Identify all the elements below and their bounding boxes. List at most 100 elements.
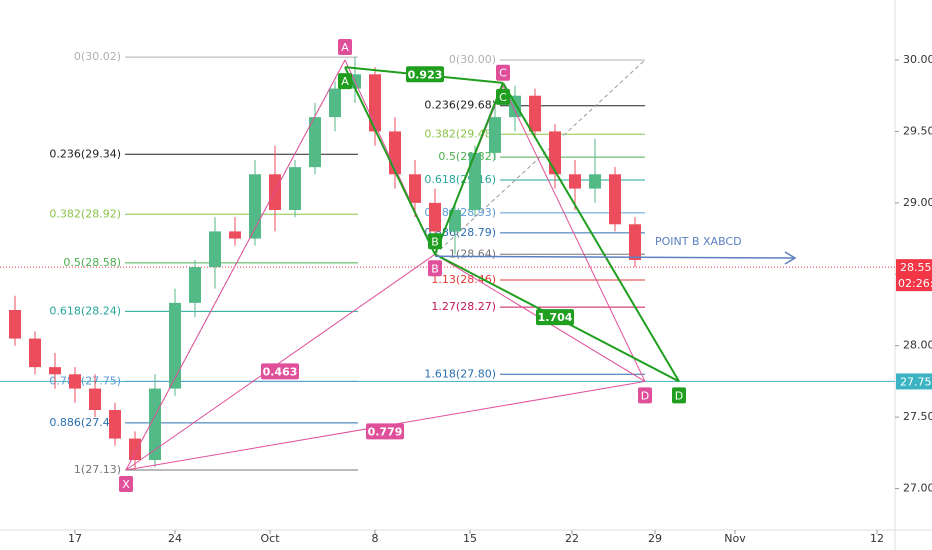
point-label: A [341, 75, 349, 88]
point-box [428, 260, 442, 277]
candle-body [629, 224, 641, 260]
fib-label: 1.618(27.80) [424, 367, 496, 380]
candle-body [9, 310, 21, 339]
candle-body [449, 210, 461, 232]
candle-body [189, 267, 201, 303]
y-tick-label: 30.00 [903, 53, 932, 66]
price-tag [896, 259, 932, 292]
point-box [119, 476, 133, 492]
x-tick-label: Nov [724, 532, 746, 545]
fib-label: 0.5(29.32) [438, 150, 496, 163]
y-tick-label: 28.00 [903, 339, 932, 352]
annotation-text: POINT B XABCD [655, 235, 742, 248]
fib-label: 0.382(28.92) [49, 207, 121, 220]
candle-body [209, 231, 221, 268]
candle-body [169, 302, 181, 389]
fib-label: 0(30.00) [449, 53, 496, 66]
ratio-label: 0.923 [408, 68, 443, 81]
candle-body [589, 174, 601, 189]
point-box [638, 387, 652, 404]
candle-body [89, 388, 101, 410]
candle-body [129, 438, 141, 460]
y-tick-label: 27.00 [903, 482, 932, 495]
x-tick-label: 29 [648, 532, 662, 545]
fib-label: 0.618(29.16) [424, 173, 496, 186]
point-label: B [431, 235, 439, 248]
candle-body [609, 174, 621, 225]
fib-label: 1(27.13) [74, 463, 121, 476]
fib-label: 1(28.64) [449, 247, 496, 260]
candle-body [509, 95, 521, 118]
x-tick-label: 24 [168, 532, 182, 545]
candle-body [109, 410, 121, 439]
candle-body [529, 95, 541, 132]
pattern-leg [125, 253, 436, 471]
candle-body [289, 167, 301, 210]
fib-label: 1.13(28.46) [431, 273, 496, 286]
candle-body [409, 174, 421, 203]
pattern-leg [502, 82, 680, 382]
annotation-arrow [434, 255, 796, 259]
candle-body [329, 88, 341, 118]
fib-label: 0.886(27.46) [49, 416, 121, 429]
candle-body [429, 202, 441, 232]
candle-body [569, 174, 581, 189]
candle-body [549, 131, 561, 175]
x-tick-label: 12 [870, 532, 884, 545]
y-tick-label: 27.50 [903, 410, 932, 423]
fib-trend [434, 59, 646, 255]
price-tag-label: 28.55 [900, 261, 932, 274]
x-tick-label: 8 [372, 532, 379, 545]
point-label: D [675, 389, 683, 402]
ratio-box [406, 66, 444, 83]
candle-body [29, 338, 41, 368]
point-label: C [499, 67, 507, 80]
candle-body [69, 374, 81, 389]
x-tick-label: 22 [565, 532, 579, 545]
pattern-leg [344, 66, 436, 255]
ratio-box [366, 423, 404, 440]
fib-label: 1.27(28.27) [431, 300, 496, 313]
price-tag-label: 27.75 [900, 375, 932, 388]
candle-body [269, 174, 281, 210]
ratio-box [261, 363, 299, 380]
x-tick-label: 15 [463, 532, 477, 545]
fib-label: 0.236(29.34) [49, 147, 121, 160]
ratio-label: 0.463 [263, 365, 298, 378]
point-box [338, 73, 352, 90]
countdown: 02:26:00 [898, 277, 932, 290]
pattern-leg [125, 59, 346, 471]
point-box [338, 39, 352, 55]
fib-label: 0.618(28.24) [49, 304, 121, 317]
fib-label: 0.382(29.48) [424, 127, 496, 140]
candle-body [229, 231, 241, 239]
price-tag [896, 373, 932, 390]
ratio-label: 0.779 [368, 425, 403, 438]
point-box [672, 387, 686, 404]
point-label: X [122, 478, 130, 491]
ratio-label: 1.704 [538, 311, 573, 324]
ratio-box [536, 309, 574, 326]
candle-body [489, 117, 501, 153]
point-label: C [499, 91, 507, 104]
point-box [496, 64, 510, 81]
point-label: B [431, 262, 439, 275]
pattern-leg [434, 82, 504, 255]
candle-body [49, 367, 61, 375]
fib-label: 0.786(27.75) [49, 374, 121, 387]
y-tick-label: 29.50 [903, 124, 932, 137]
x-tick-label: Oct [260, 532, 280, 545]
point-label: D [641, 389, 649, 402]
fib-label: 0(30.02) [74, 50, 121, 63]
y-tick-label: 29.00 [903, 196, 932, 209]
x-tick-label: 17 [68, 532, 82, 545]
point-box [496, 88, 510, 105]
candle-body [149, 388, 161, 460]
candle-body [469, 152, 481, 210]
point-box [428, 233, 442, 250]
candle-body [309, 117, 321, 168]
point-label: A [341, 41, 349, 54]
fib-label: 0.236(29.68) [424, 99, 496, 112]
pattern-leg [502, 85, 646, 382]
